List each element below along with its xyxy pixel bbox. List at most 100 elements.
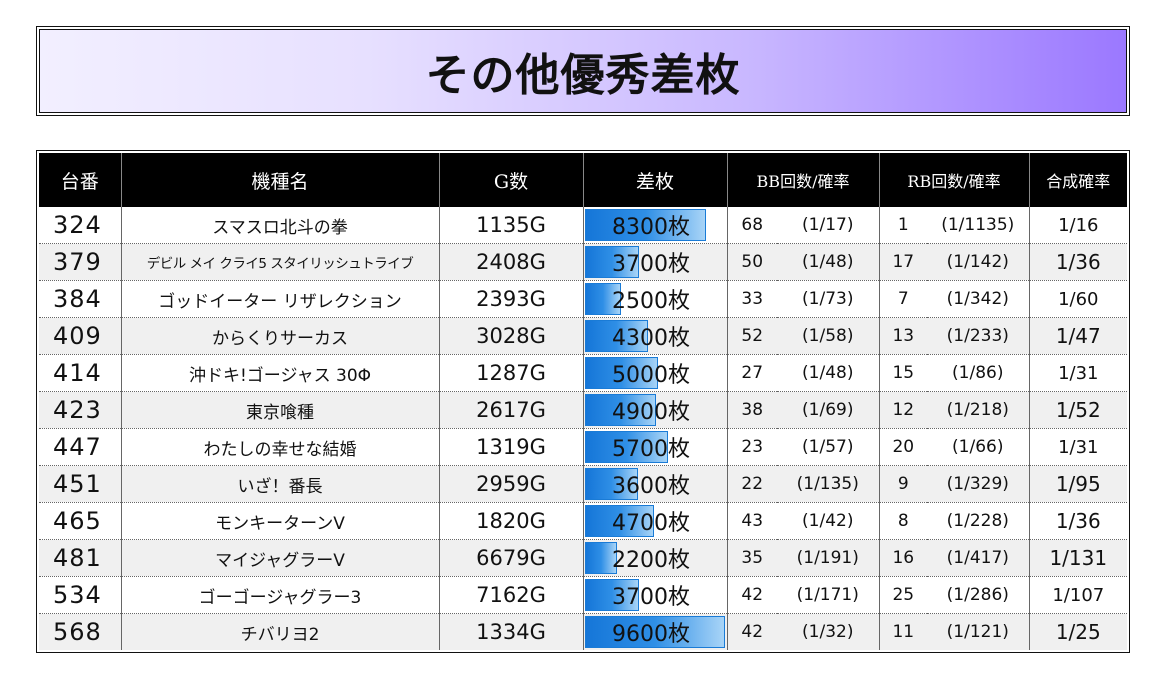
combined-rate: 1/31 [1029, 354, 1128, 392]
diff-value: 2200枚 [612, 548, 690, 573]
diff-value: 4700枚 [612, 511, 690, 536]
rb-probability: (1/342) [927, 280, 1030, 318]
bb-count: 33 [727, 280, 777, 318]
rb-probability: (1/417) [927, 539, 1030, 577]
machine-number: 414 [39, 354, 122, 392]
rb-count: 15 [879, 354, 928, 392]
diff-value: 5700枚 [612, 437, 690, 462]
diff-cell: 3700枚 [583, 243, 728, 281]
diff-cell: 4900枚 [583, 391, 728, 429]
diff-cell: 8300枚 [583, 207, 728, 244]
bb-probability: (1/57) [777, 428, 880, 466]
rb-probability: (1/1135) [927, 207, 1030, 244]
combined-rate: 1/52 [1029, 391, 1128, 429]
bb-probability: (1/48) [777, 354, 880, 392]
diff-cell: 3600枚 [583, 465, 728, 503]
model-name: モンキーターンV [121, 502, 440, 540]
bb-probability: (1/17) [777, 207, 880, 244]
header-diff: 差枚 [583, 153, 728, 207]
bb-probability: (1/73) [777, 280, 880, 318]
bb-count: 42 [727, 576, 777, 614]
game-count: 2959G [439, 465, 584, 503]
table-row: 379 デビル メイ クライ5 スタイリッシュトライブ 2408G 3700枚 50 (1… [39, 243, 1128, 281]
game-count: 1319G [439, 428, 584, 466]
rb-probability: (1/329) [927, 465, 1030, 503]
bb-count: 38 [727, 391, 777, 429]
rb-probability: (1/121) [927, 613, 1030, 650]
model-name: ゴーゴージャグラー3 [121, 576, 440, 614]
diff-cell: 5000枚 [583, 354, 728, 392]
model-name: 東京喰種 [121, 391, 440, 429]
diff-value: 3600枚 [612, 474, 690, 499]
combined-rate: 1/107 [1029, 576, 1128, 614]
table-body: 324 スマスロ北斗の拳 1135G 8300枚 68 (1/17) 1 (1/1135) 1/… [39, 207, 1128, 650]
diff-value: 9600枚 [612, 622, 690, 647]
bb-count: 43 [727, 502, 777, 540]
diff-value: 2500枚 [612, 289, 690, 314]
machine-number: 324 [39, 207, 122, 244]
rb-probability: (1/218) [927, 391, 1030, 429]
model-name: わたしの幸せな結婚 [121, 428, 440, 466]
game-count: 1334G [439, 613, 584, 650]
diff-value: 5000枚 [612, 363, 690, 388]
diff-bar [584, 542, 617, 574]
bb-probability: (1/171) [777, 576, 880, 614]
table-row: 384 ゴッドイーター リザレクション 2393G 2500枚 33 (1/73) 7 (1/… [39, 280, 1128, 318]
machine-number: 568 [39, 613, 122, 650]
table-row: 423 東京喰種 2617G 4900枚 38 (1/69) 12 (1/218) 1/52 [39, 391, 1128, 429]
game-count: 7162G [439, 576, 584, 614]
rb-probability: (1/233) [927, 317, 1030, 355]
rb-count: 25 [879, 576, 928, 614]
diff-bar [584, 209, 706, 241]
machine-number: 379 [39, 243, 122, 281]
bb-count: 22 [727, 465, 777, 503]
diff-cell: 2200枚 [583, 539, 728, 577]
diff-bar [584, 283, 621, 315]
rb-count: 12 [879, 391, 928, 429]
rb-count: 20 [879, 428, 928, 466]
header-combined-rate: 合成確率 [1029, 153, 1128, 207]
table-row: 465 モンキーターンV 1820G 4700枚 43 (1/42) 8 (1/228) 1/3… [39, 502, 1128, 540]
diff-value: 4300枚 [612, 326, 690, 351]
rb-count: 11 [879, 613, 928, 650]
combined-rate: 1/16 [1029, 207, 1128, 244]
bb-probability: (1/58) [777, 317, 880, 355]
bb-count: 50 [727, 243, 777, 281]
title-banner-inner: その他優秀差枚 [39, 29, 1127, 113]
rb-probability: (1/142) [927, 243, 1030, 281]
header-machine-no: 台番 [39, 153, 122, 207]
diff-bar [584, 616, 725, 648]
results-table: 台番 機種名 G数 差枚 BB回数/確率 RB回数/確率 合成確率 324 スマス… [39, 153, 1128, 650]
rb-probability: (1/228) [927, 502, 1030, 540]
rb-count: 8 [879, 502, 928, 540]
combined-rate: 1/60 [1029, 280, 1128, 318]
machine-number: 423 [39, 391, 122, 429]
diff-bar [584, 320, 648, 352]
diff-value: 8300枚 [612, 215, 690, 240]
diff-bar [584, 505, 654, 537]
machine-number: 451 [39, 465, 122, 503]
combined-rate: 1/95 [1029, 465, 1128, 503]
game-count: 1820G [439, 502, 584, 540]
machine-number: 409 [39, 317, 122, 355]
bb-count: 42 [727, 613, 777, 650]
bb-count: 35 [727, 539, 777, 577]
model-name: デビル メイ クライ5 スタイリッシュトライブ [121, 243, 440, 281]
combined-rate: 1/31 [1029, 428, 1128, 466]
table-row: 447 わたしの幸せな結婚 1319G 5700枚 23 (1/57) 20 (1/66) 1/… [39, 428, 1128, 466]
table-row: 481 マイジャグラーV 6679G 2200枚 35 (1/191) 16 (1/417) 1… [39, 539, 1128, 577]
table-row: 568 チバリヨ2 1334G 9600枚 42 (1/32) 11 (1/121) 1/25 [39, 613, 1128, 650]
header-model: 機種名 [121, 153, 440, 207]
game-count: 1135G [439, 207, 584, 244]
diff-bar [584, 357, 658, 389]
machine-number: 481 [39, 539, 122, 577]
table-row: 414 沖ドキ!ゴージャス 30Φ 1287G 5000枚 27 (1/48) 15 (1/8… [39, 354, 1128, 392]
diff-value: 3700枚 [612, 585, 690, 610]
header-bb: BB回数/確率 [727, 153, 880, 207]
table-row: 451 いざ！番長 2959G 3600枚 22 (1/135) 9 (1/329) 1/95 [39, 465, 1128, 503]
header-games: G数 [439, 153, 584, 207]
diff-cell: 4300枚 [583, 317, 728, 355]
bb-count: 23 [727, 428, 777, 466]
rb-probability: (1/66) [927, 428, 1030, 466]
model-name: マイジャグラーV [121, 539, 440, 577]
